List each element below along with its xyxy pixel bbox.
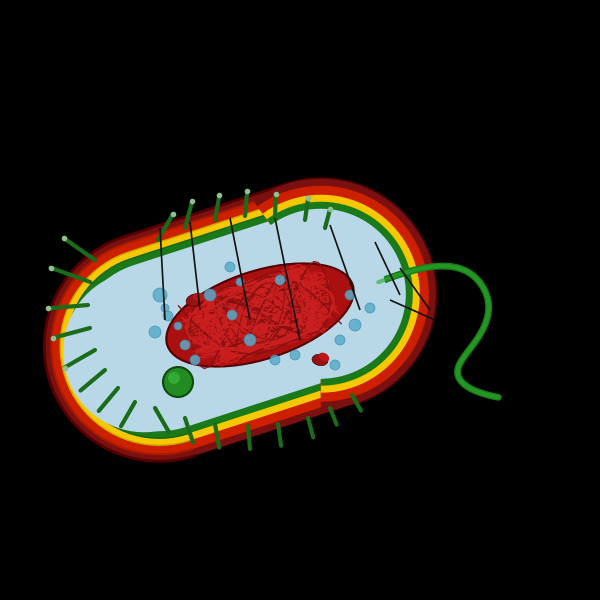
Circle shape <box>174 322 182 330</box>
Circle shape <box>270 355 280 365</box>
Circle shape <box>236 278 244 286</box>
Polygon shape <box>253 179 436 409</box>
Circle shape <box>335 335 345 345</box>
Polygon shape <box>263 195 420 393</box>
Circle shape <box>149 326 161 338</box>
Circle shape <box>290 350 300 360</box>
Circle shape <box>330 360 340 370</box>
Circle shape <box>163 311 173 321</box>
Polygon shape <box>267 202 413 386</box>
Circle shape <box>244 334 256 346</box>
Ellipse shape <box>319 353 329 361</box>
Circle shape <box>365 303 375 313</box>
Polygon shape <box>44 179 436 461</box>
Circle shape <box>161 304 169 312</box>
Ellipse shape <box>312 355 328 365</box>
Ellipse shape <box>186 294 204 306</box>
Polygon shape <box>271 209 406 379</box>
Polygon shape <box>74 209 406 431</box>
Circle shape <box>345 290 355 300</box>
Circle shape <box>190 355 200 365</box>
Ellipse shape <box>193 293 205 301</box>
Circle shape <box>163 367 193 397</box>
Ellipse shape <box>166 263 354 367</box>
Circle shape <box>168 372 180 384</box>
Circle shape <box>225 262 235 272</box>
Circle shape <box>275 275 285 285</box>
Circle shape <box>153 288 167 302</box>
Circle shape <box>204 289 216 301</box>
Polygon shape <box>63 218 387 432</box>
Circle shape <box>227 310 237 320</box>
Circle shape <box>180 340 190 350</box>
Polygon shape <box>60 195 420 445</box>
Polygon shape <box>257 186 429 402</box>
Polygon shape <box>51 186 429 454</box>
Circle shape <box>349 319 361 331</box>
Ellipse shape <box>203 284 328 352</box>
Polygon shape <box>67 202 413 438</box>
